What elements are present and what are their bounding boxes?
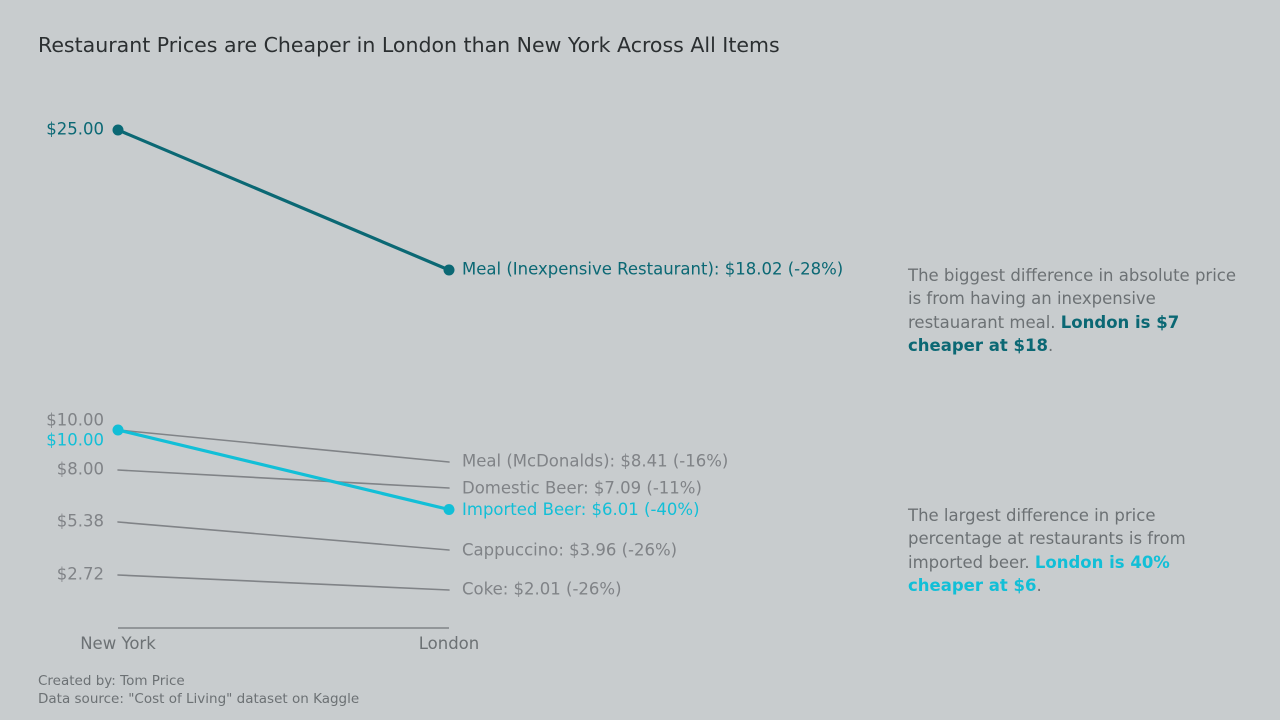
end-label-imported-beer: Imported Beer: $6.01 (-40%) bbox=[462, 500, 700, 519]
series-line-cappuccino bbox=[117, 521, 450, 551]
start-label-imported-beer: $10.00 bbox=[46, 431, 104, 450]
end-label-domestic-beer: Domestic Beer: $7.09 (-11%) bbox=[462, 479, 702, 498]
end-label-cappuccino: Cappuccino: $3.96 (-26%) bbox=[462, 541, 677, 560]
chart-title: Restaurant Prices are Cheaper in London … bbox=[38, 33, 780, 57]
series-line-meal-mcdonalds bbox=[117, 429, 450, 463]
annotation-beer-highlight: London is 40% cheaper at $6 bbox=[908, 552, 1170, 595]
end-label-meal-mcdonalds: Meal (McDonalds): $8.41 (-16%) bbox=[462, 452, 728, 471]
start-label-domestic-beer: $8.00 bbox=[57, 460, 104, 479]
footer: Created by: Tom Price Data source: "Cost… bbox=[38, 672, 359, 708]
annotation-meal-text: The biggest difference in absolute price… bbox=[908, 266, 1237, 332]
point-meal-inexpensive-restaurant-london bbox=[443, 264, 455, 276]
series-labels: $25.00 $10.00$10.00 $8.00 $5.38 $2.72 Meal (I… bbox=[46, 120, 843, 599]
series-line-imported-beer bbox=[116, 428, 451, 512]
x-tick-label-london: London bbox=[419, 634, 479, 653]
annotation-meal: The biggest difference in absolute price… bbox=[908, 264, 1238, 357]
end-label-coke: Coke: $2.01 (-26%) bbox=[462, 580, 622, 599]
annotation-beer-end: . bbox=[1036, 575, 1042, 595]
point-imported-beer-london bbox=[443, 504, 455, 515]
point-meal-inexpensive-restaurant-new-york bbox=[112, 124, 124, 136]
series-line-coke bbox=[117, 574, 450, 591]
start-label-meal-inexpensive-restaurant: $25.00 bbox=[46, 120, 104, 139]
annotation-meal-end: . bbox=[1047, 335, 1054, 355]
series-lines bbox=[112, 124, 455, 591]
annotation-beer: The largest difference in price percenta… bbox=[908, 504, 1238, 597]
start-label-meal-mcdonalds: $10.00 bbox=[46, 411, 104, 430]
footer-source: Data source: "Cost of Living" dataset on… bbox=[38, 691, 360, 707]
start-label-coke: $2.72 bbox=[57, 565, 104, 584]
footer-credit: Created by: Tom Price bbox=[38, 673, 185, 689]
annotation-beer-text: The largest difference in price percenta… bbox=[908, 506, 1186, 572]
point-imported-beer-new-york bbox=[112, 424, 124, 436]
series-line-meal-inexpensive-restaurant bbox=[116, 128, 451, 272]
series-line-domestic-beer bbox=[117, 469, 450, 489]
x-tick-label-new-york: New York bbox=[80, 634, 156, 653]
end-label-meal-inexpensive-restaurant: Meal (Inexpensive Restaurant): $18.02 (-… bbox=[462, 260, 843, 279]
annotation-meal-highlight: London is $7 cheaper at $18 bbox=[908, 312, 1180, 355]
start-label-cappuccino: $5.38 bbox=[57, 512, 104, 531]
